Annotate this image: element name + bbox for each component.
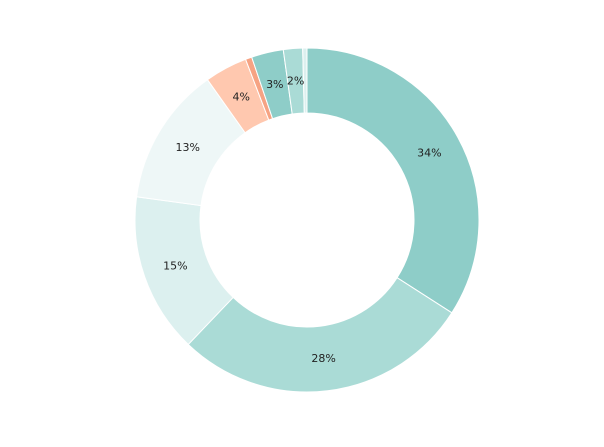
slice-label-0: 34% bbox=[417, 147, 441, 160]
slice-label-6: 3% bbox=[266, 78, 283, 91]
donut-slice-1 bbox=[187, 277, 453, 393]
slice-label-2: 15% bbox=[163, 260, 187, 273]
labels-layer: 34% 28% 15% 13% 4% 3% 2% bbox=[163, 74, 442, 365]
slice-label-3: 13% bbox=[175, 141, 199, 154]
slice-label-1: 28% bbox=[311, 352, 335, 365]
slice-label-7: 2% bbox=[287, 74, 304, 87]
donut-slice-0 bbox=[306, 47, 480, 314]
donut-slice-8 bbox=[302, 47, 308, 114]
slices-layer bbox=[134, 47, 480, 393]
slice-label-4: 4% bbox=[232, 90, 249, 103]
